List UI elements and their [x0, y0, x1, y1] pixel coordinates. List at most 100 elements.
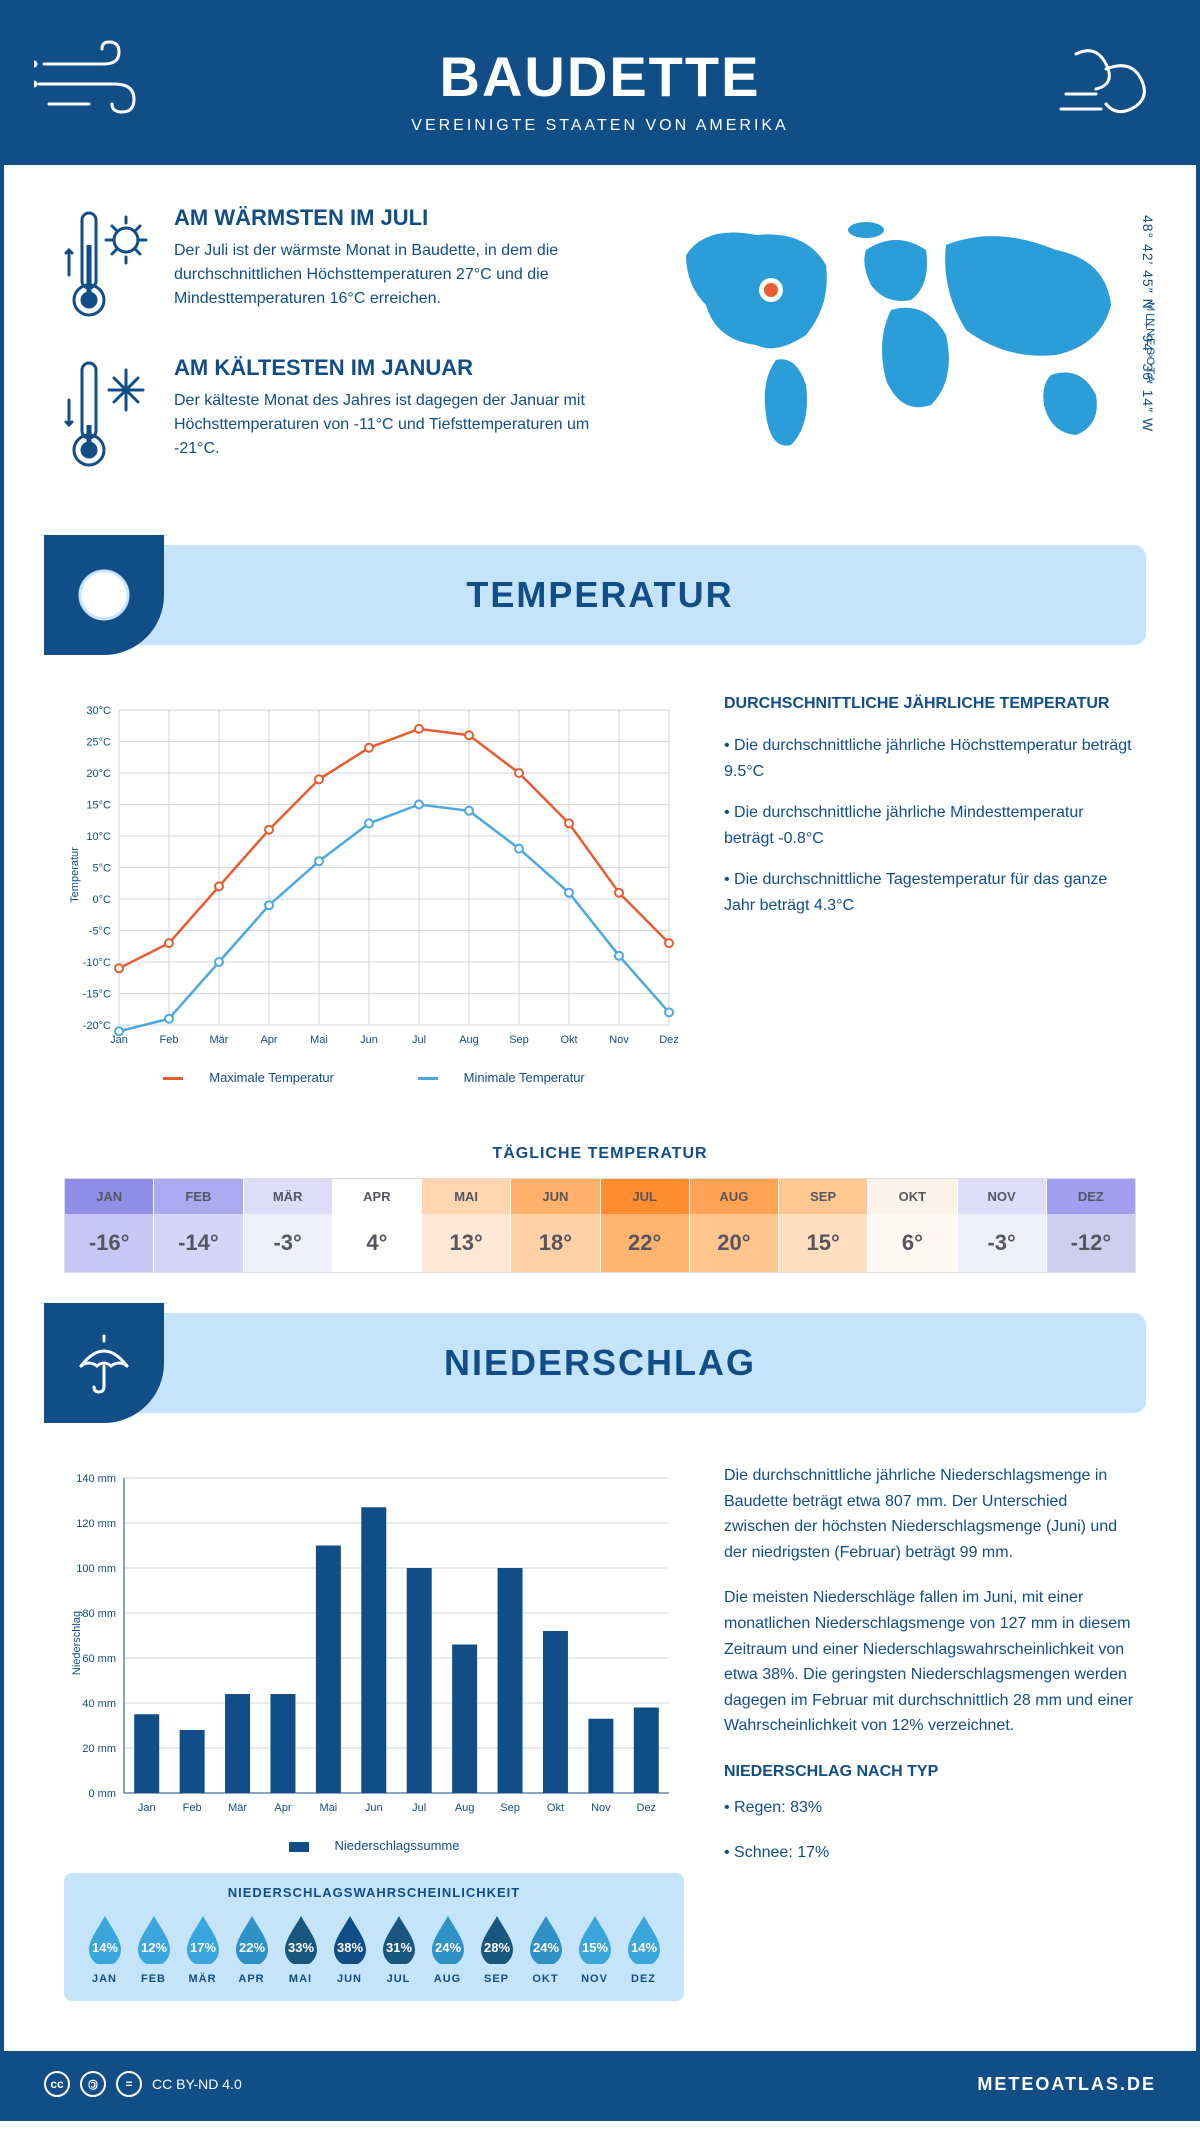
- probability-drop: 33%MAI: [276, 1912, 325, 1985]
- probability-drop: 28%SEP: [472, 1912, 521, 1985]
- probability-drop: 15%NOV: [570, 1912, 619, 1985]
- probability-drop: 22%APR: [227, 1912, 276, 1985]
- svg-text:38%: 38%: [336, 1940, 362, 1955]
- svg-text:0°C: 0°C: [93, 894, 112, 906]
- svg-text:60 mm: 60 mm: [82, 1653, 116, 1665]
- svg-text:24%: 24%: [532, 1940, 558, 1955]
- svg-text:100 mm: 100 mm: [76, 1563, 116, 1575]
- svg-text:22%: 22%: [238, 1940, 264, 1955]
- daily-temp-cell: JAN -16°: [65, 1179, 154, 1272]
- svg-text:20 mm: 20 mm: [82, 1743, 116, 1755]
- coldest-block: AM KÄLTESTEN IM JANUAR Der kälteste Mona…: [64, 355, 616, 475]
- temperature-section: -20°C-15°C-10°C-5°C0°C5°C10°C15°C20°C25°…: [4, 665, 1196, 1115]
- cc-icon: cc: [44, 2071, 70, 2097]
- svg-text:15%: 15%: [581, 1940, 607, 1955]
- daily-temp-cell: AUG 20°: [690, 1179, 779, 1272]
- svg-text:Dez: Dez: [659, 1034, 679, 1046]
- svg-text:Okt: Okt: [547, 1802, 564, 1814]
- daily-temp-cell: NOV -3°: [958, 1179, 1047, 1272]
- svg-text:Mai: Mai: [310, 1034, 328, 1046]
- probability-drops: 14%JAN12%FEB17%MÄR22%APR33%MAI38%JUN31%J…: [80, 1912, 668, 1985]
- temp-bullet-1: • Die durchschnittliche jährliche Mindes…: [724, 800, 1136, 851]
- precip-bar-chart: 0 mm20 mm40 mm60 mm80 mm100 mm120 mm140 …: [64, 1463, 684, 1823]
- daily-temp-cell: SEP 15°: [779, 1179, 868, 1272]
- site-name: METEOATLAS.DE: [977, 2074, 1156, 2095]
- warmest-text: Der Juli ist der wärmste Monat in Baudet…: [174, 239, 616, 311]
- country-subtitle: VEREINIGTE STAATEN VON AMERIKA: [24, 117, 1176, 135]
- svg-text:Mai: Mai: [320, 1802, 338, 1814]
- probability-drop: 24%AUG: [423, 1912, 472, 1985]
- state-label: MINNESOTA: [1144, 302, 1156, 385]
- license: cc 🄯 = CC BY-ND 4.0: [44, 2071, 242, 2097]
- temperature-header: TEMPERATUR: [54, 545, 1146, 645]
- svg-text:Mär: Mär: [210, 1034, 229, 1046]
- svg-text:25°C: 25°C: [86, 737, 111, 749]
- svg-text:Jul: Jul: [412, 1802, 426, 1814]
- svg-text:15°C: 15°C: [86, 800, 111, 812]
- thermometer-hot-icon: [64, 205, 154, 325]
- temp-bullet-0: • Die durchschnittliche jährliche Höchst…: [724, 733, 1136, 784]
- svg-text:Mär: Mär: [228, 1802, 247, 1814]
- probability-drop: 14%JAN: [80, 1912, 129, 1985]
- svg-text:Nov: Nov: [591, 1802, 611, 1814]
- coldest-text: Der kälteste Monat des Jahres ist dagege…: [174, 389, 616, 461]
- nd-icon: =: [116, 2071, 142, 2097]
- thermometer-cold-icon: [64, 355, 154, 475]
- svg-text:Aug: Aug: [455, 1802, 475, 1814]
- svg-text:120 mm: 120 mm: [76, 1518, 116, 1530]
- daily-temp-cell: OKT 6°: [868, 1179, 957, 1272]
- svg-text:40 mm: 40 mm: [82, 1698, 116, 1710]
- svg-text:Feb: Feb: [183, 1802, 202, 1814]
- coldest-title: AM KÄLTESTEN IM JANUAR: [174, 355, 616, 381]
- svg-text:20°C: 20°C: [86, 768, 111, 780]
- svg-text:Sep: Sep: [500, 1802, 520, 1814]
- legend-max: Maximale Temperatur: [209, 1070, 334, 1085]
- svg-text:28%: 28%: [483, 1940, 509, 1955]
- license-text: CC BY-ND 4.0: [152, 2076, 242, 2092]
- temp-legend: Maximale Temperatur Minimale Temperatur: [64, 1070, 684, 1085]
- temp-info: DURCHSCHNITTLICHE JÄHRLICHE TEMPERATUR •…: [724, 695, 1136, 1085]
- infographic-page: BAUDETTE VEREINIGTE STAATEN VON AMERIKA: [0, 0, 1200, 2121]
- precip-header: NIEDERSCHLAG: [54, 1313, 1146, 1413]
- precip-legend: Niederschlagssumme: [64, 1838, 684, 1853]
- svg-text:Okt: Okt: [560, 1034, 577, 1046]
- daily-temp-cell: JUL 22°: [601, 1179, 690, 1272]
- precip-type-title: NIEDERSCHLAG NACH TYP: [724, 1759, 1136, 1785]
- svg-text:Aug: Aug: [459, 1034, 479, 1046]
- svg-text:17%: 17%: [189, 1940, 215, 1955]
- svg-text:Apr: Apr: [274, 1802, 291, 1814]
- svg-text:Feb: Feb: [160, 1034, 179, 1046]
- temp-bullet-2: • Die durchschnittliche Tagestemperatur …: [724, 867, 1136, 918]
- precip-text-2: Die meisten Niederschläge fallen im Juni…: [724, 1585, 1136, 1739]
- daily-temp-grid: JAN -16°FEB -14°MÄR -3°APR 4°MAI 13°JUN …: [64, 1178, 1136, 1273]
- umbrella-icon: [69, 1328, 139, 1398]
- svg-text:Jun: Jun: [360, 1034, 378, 1046]
- svg-text:24%: 24%: [434, 1940, 460, 1955]
- sun-icon: [69, 560, 139, 630]
- wind-icon-right: [1046, 34, 1166, 124]
- probability-drop: 14%DEZ: [619, 1912, 668, 1985]
- svg-text:Niederschlag: Niederschlag: [71, 1611, 83, 1675]
- temperature-heading: TEMPERATUR: [466, 574, 733, 616]
- daily-temp-cell: JUN 18°: [511, 1179, 600, 1272]
- precip-snow: • Schnee: 17%: [724, 1840, 1136, 1866]
- svg-text:Apr: Apr: [260, 1034, 277, 1046]
- by-icon: 🄯: [80, 2071, 106, 2097]
- intro-section: AM WÄRMSTEN IM JULI Der Juli ist der wär…: [4, 165, 1196, 525]
- precip-rain: • Regen: 83%: [724, 1795, 1136, 1821]
- daily-temp-cell: MÄR -3°: [244, 1179, 333, 1272]
- header: BAUDETTE VEREINIGTE STAATEN VON AMERIKA: [4, 4, 1196, 165]
- svg-text:12%: 12%: [140, 1940, 166, 1955]
- svg-text:-10°C: -10°C: [83, 957, 111, 969]
- svg-text:30°C: 30°C: [86, 705, 111, 717]
- probability-drop: 24%OKT: [521, 1912, 570, 1985]
- daily-temp-cell: FEB -14°: [154, 1179, 243, 1272]
- probability-drop: 17%MÄR: [178, 1912, 227, 1985]
- svg-text:Temperatur: Temperatur: [69, 847, 81, 903]
- daily-temp-cell: MAI 13°: [422, 1179, 511, 1272]
- svg-text:Jan: Jan: [138, 1802, 156, 1814]
- precip-section: 0 mm20 mm40 mm60 mm80 mm100 mm120 mm140 …: [4, 1433, 1196, 2021]
- temperature-line-chart: -20°C-15°C-10°C-5°C0°C5°C10°C15°C20°C25°…: [64, 695, 684, 1055]
- svg-text:0 mm: 0 mm: [89, 1788, 117, 1800]
- probability-drop: 31%JUL: [374, 1912, 423, 1985]
